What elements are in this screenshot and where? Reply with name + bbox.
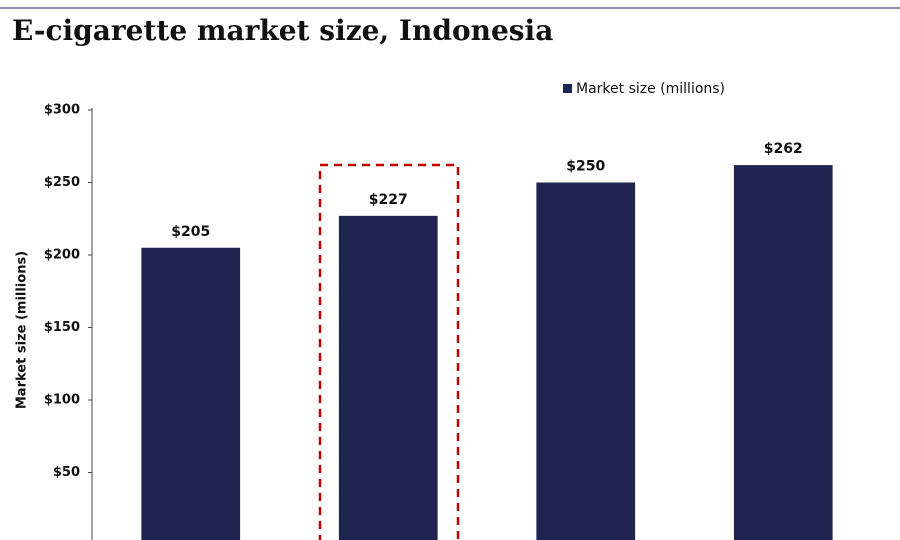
bar (141, 247, 241, 540)
y-axis-title: Market size (millions) (15, 251, 30, 409)
y-tick-label: $200 (44, 248, 80, 263)
value-label: $250 (566, 159, 605, 175)
y-tick-label: $250 (44, 175, 80, 190)
highlight-box (318, 163, 460, 540)
bar (733, 165, 833, 540)
legend-swatch (563, 84, 572, 93)
y-tick-label: $150 (44, 320, 80, 335)
y-tick-label: $50 (53, 465, 80, 480)
value-label: $205 (171, 224, 210, 240)
value-label: $262 (764, 141, 803, 157)
bar (338, 215, 438, 540)
bar (536, 182, 636, 540)
legend-label: Market size (millions) (576, 81, 725, 97)
value-label: $227 (369, 192, 408, 208)
y-tick-label: $100 (44, 393, 80, 408)
y-tick-label: $300 (44, 103, 80, 118)
chart-title: E-cigarette market size, Indonesia (12, 14, 553, 47)
